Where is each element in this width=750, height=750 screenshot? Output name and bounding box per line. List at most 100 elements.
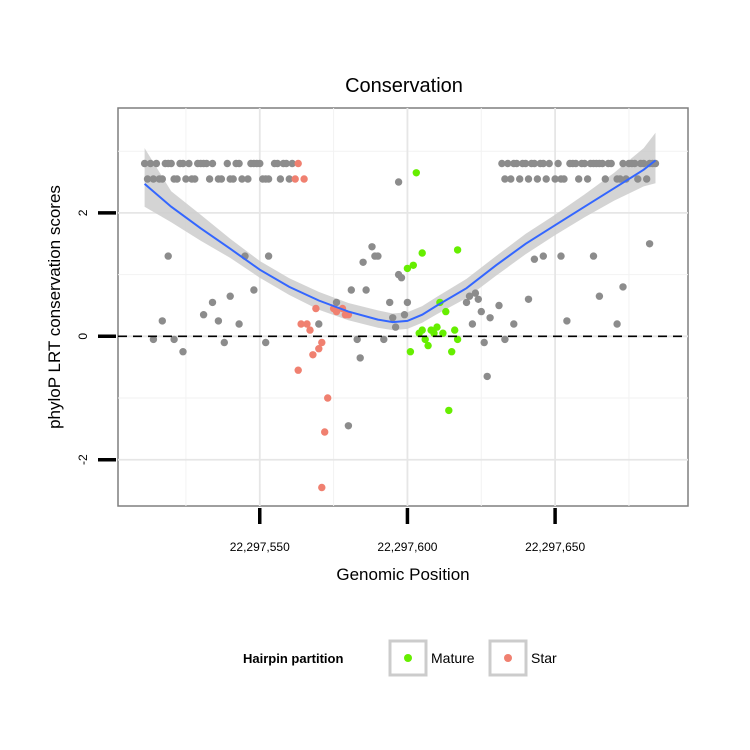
data-point-other bbox=[524, 295, 533, 303]
data-point-mature bbox=[445, 406, 453, 415]
data-point-other bbox=[504, 159, 512, 168]
data-point-mature bbox=[421, 335, 429, 344]
data-point-other bbox=[507, 175, 515, 183]
plot-panel bbox=[117, 107, 689, 507]
data-point-other bbox=[179, 348, 187, 356]
data-point-other bbox=[501, 175, 509, 183]
data-point-other bbox=[146, 159, 155, 168]
data-point-other bbox=[501, 335, 509, 344]
data-point-star bbox=[294, 366, 302, 374]
chart-title: Conservation bbox=[345, 75, 463, 97]
data-point-other bbox=[554, 159, 562, 168]
y-tick-label: 2 bbox=[76, 209, 90, 216]
x-tick-label: 22,297,550 bbox=[230, 540, 290, 554]
data-point-other bbox=[468, 320, 477, 328]
data-point-other bbox=[386, 298, 394, 307]
data-point-mature bbox=[412, 169, 420, 177]
data-point-other bbox=[353, 335, 361, 344]
data-point-other bbox=[356, 354, 364, 362]
data-point-other bbox=[140, 159, 149, 168]
data-point-mature bbox=[448, 348, 456, 356]
data-point-other bbox=[158, 317, 166, 325]
data-point-other bbox=[202, 159, 211, 168]
data-point-star bbox=[297, 320, 305, 328]
data-point-other bbox=[601, 175, 609, 183]
legend-item-mature: Mature bbox=[388, 639, 475, 677]
data-point-other bbox=[164, 252, 172, 260]
data-point-other bbox=[344, 422, 353, 430]
confidence-ribbon bbox=[144, 132, 656, 331]
data-point-other bbox=[244, 175, 252, 183]
data-point-other bbox=[530, 159, 539, 168]
smooth-line bbox=[143, 159, 657, 324]
data-point-mature bbox=[430, 329, 438, 337]
data-point-other bbox=[486, 314, 494, 322]
data-point-other bbox=[616, 175, 624, 183]
data-point-other bbox=[264, 252, 273, 260]
data-point-star bbox=[321, 428, 329, 436]
data-point-other bbox=[530, 255, 539, 263]
legend-title: Hairpin partition bbox=[243, 651, 343, 666]
data-point-other bbox=[645, 240, 654, 248]
data-point-other bbox=[380, 335, 388, 344]
data-point-other bbox=[483, 372, 491, 381]
data-point-other bbox=[640, 159, 648, 168]
data-point-other bbox=[315, 320, 323, 328]
data-point-other bbox=[285, 175, 293, 183]
data-point-other bbox=[539, 159, 547, 168]
data-point-mature bbox=[433, 323, 441, 331]
x-tick-label: 22,297,600 bbox=[377, 540, 437, 554]
data-point-other bbox=[167, 159, 175, 168]
data-point-other bbox=[560, 175, 568, 183]
data-point-star bbox=[318, 338, 326, 347]
data-point-other bbox=[533, 175, 542, 183]
data-point-other bbox=[208, 159, 217, 168]
data-point-mature bbox=[453, 246, 462, 254]
data-point-mature bbox=[424, 341, 432, 350]
legend-dot-mature bbox=[404, 654, 412, 662]
data-point-other bbox=[595, 292, 604, 300]
smooth-layer bbox=[143, 159, 657, 324]
data-point-other bbox=[389, 314, 397, 322]
data-point-other bbox=[394, 178, 403, 186]
data-point-other bbox=[643, 175, 651, 183]
data-point-other bbox=[631, 159, 639, 168]
x-axis: 22,297,550 22,297,600 22,297,650 bbox=[230, 508, 585, 554]
data-point-star bbox=[312, 304, 320, 313]
data-point-other bbox=[217, 175, 226, 183]
data-point-other bbox=[229, 175, 237, 183]
data-point-other bbox=[238, 175, 246, 183]
data-point-mature bbox=[451, 326, 459, 334]
data-point-other bbox=[607, 159, 615, 168]
data-point-other bbox=[276, 175, 285, 183]
data-point-other bbox=[362, 286, 370, 294]
data-point-star bbox=[318, 483, 326, 492]
data-point-other bbox=[545, 159, 553, 168]
data-point-other bbox=[262, 338, 270, 347]
data-point-other bbox=[199, 311, 208, 319]
data-point-other bbox=[400, 311, 409, 319]
data-point-other bbox=[374, 252, 382, 260]
data-point-other bbox=[347, 286, 355, 294]
data-point-other bbox=[143, 175, 152, 183]
data-point-other bbox=[516, 175, 524, 183]
x-axis-title: Genomic Position bbox=[336, 565, 469, 584]
data-point-other bbox=[158, 175, 166, 183]
data-point-other bbox=[474, 295, 482, 303]
data-point-other bbox=[495, 301, 503, 310]
data-point-other bbox=[152, 159, 161, 168]
y-tick-label: 0 bbox=[76, 333, 90, 340]
data-point-star bbox=[291, 175, 299, 183]
data-point-star bbox=[300, 175, 308, 183]
y-tick-label: -2 bbox=[76, 454, 90, 465]
data-point-other bbox=[634, 175, 642, 183]
data-point-other bbox=[235, 320, 243, 328]
data-point-other bbox=[179, 159, 187, 168]
legend-item-star: Star bbox=[488, 639, 557, 677]
data-point-mature bbox=[418, 326, 426, 334]
data-point-star bbox=[315, 345, 323, 353]
data-point-other bbox=[273, 159, 282, 168]
data-point-mature bbox=[453, 335, 462, 344]
data-point-other bbox=[542, 175, 550, 183]
